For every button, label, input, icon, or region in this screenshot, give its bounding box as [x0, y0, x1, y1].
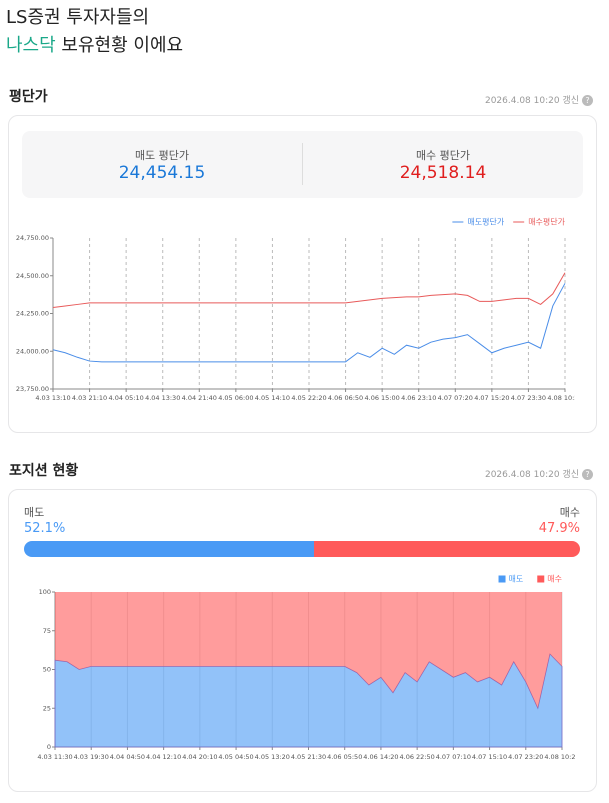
- x-tick-label: 4.05 13:20: [255, 753, 290, 761]
- sell-label: 매도 평단가: [134, 149, 190, 162]
- y-tick-label: 24,750.00: [16, 234, 49, 242]
- y-tick-label: 0: [47, 743, 51, 751]
- chart: 0 25 50 75 100 4.03 11:30 4.03 19:30 4.04 04:50…: [37, 575, 575, 762]
- help-icon[interactable]: ?: [582, 95, 593, 106]
- legend-label: 매수: [547, 575, 562, 584]
- position-bar: [24, 541, 580, 557]
- y-tick-label: 24,250.00: [16, 310, 49, 318]
- x-tick-label: 4.03 13:10: [35, 394, 70, 402]
- legend-marker: [498, 575, 506, 583]
- divider: [302, 143, 303, 185]
- x-tick-label: 4.04 12:10: [146, 753, 181, 761]
- x-tick-label: 4.06 14:20: [363, 753, 398, 761]
- sell-value: 24,454.15: [118, 163, 206, 183]
- section-title: 포지션 현황: [9, 463, 79, 479]
- x-tick-label: 4.04 04:50: [110, 753, 145, 761]
- legend-label: 매수평단가: [528, 217, 565, 227]
- help-icon[interactable]: ?: [582, 469, 593, 480]
- position-segment: [24, 541, 314, 557]
- buy-label: 매수 평단가: [415, 149, 471, 162]
- x-tick-label: 4.04 21:40: [182, 394, 217, 402]
- x-tick-label: 4.05 14:10: [255, 394, 290, 402]
- x-tick-label: 4.07 15:20: [474, 394, 509, 402]
- series-area: [55, 592, 562, 709]
- title-line: LS증권 투자자들의: [6, 7, 150, 28]
- x-tick-label: 4.07 15:10: [472, 753, 507, 761]
- chart: 23,750.00 24,000.00 24,250.00 24,500.00 24,7…: [16, 217, 575, 403]
- highlight: 나스닥: [6, 35, 56, 56]
- y-tick-label: 24,000.00: [16, 347, 49, 355]
- legend-label: 매도: [509, 575, 524, 584]
- x-tick-label: 4.03 11:30: [37, 753, 72, 761]
- x-tick-label: 4.06 15:00: [365, 394, 400, 402]
- title-rest: 보유현황 이에요: [61, 35, 184, 56]
- updated-text: 2026.4.08 10:20 갱신: [484, 96, 579, 106]
- x-tick-label: 4.07 07:10: [436, 753, 471, 761]
- updated-text: 2026.4.08 10:20 갱신: [484, 470, 579, 480]
- header: LS증권 투자자들의 나스닥 보유현황 이에요: [6, 4, 183, 60]
- stat-box: 매도 평단가 24,454.15 매수 평단가 24,518.14: [22, 131, 583, 198]
- buy-label: 매수: [559, 506, 580, 519]
- section-title: 평단가: [9, 89, 48, 105]
- legend-marker: [537, 575, 545, 583]
- x-tick-label: 4.08 10:20: [547, 394, 575, 402]
- x-tick-label: 4.07 23:30: [511, 394, 546, 402]
- x-tick-label: 4.05 04:50: [218, 753, 253, 761]
- x-tick-label: 4.04 20:10: [182, 753, 217, 761]
- y-tick-label: 24,500.00: [16, 272, 49, 280]
- legend-label: 매도평단가: [467, 217, 504, 227]
- y-tick-label: 25: [43, 704, 51, 712]
- updated: 2026.4.08 10:20 갱신?: [485, 467, 593, 480]
- sell-label: 매도: [24, 506, 45, 519]
- x-tick-label: 4.03 21:10: [72, 394, 107, 402]
- x-tick-label: 4.06 23:10: [401, 394, 436, 402]
- x-tick-label: 4.08 10:20: [544, 753, 575, 761]
- updated: 2026.4.08 10:20 갱신?: [485, 93, 593, 106]
- y-tick-label: 23,750.00: [16, 385, 49, 393]
- x-tick-label: 4.05 06:00: [218, 394, 253, 402]
- x-tick-label: 4.04 05:10: [109, 394, 144, 402]
- y-tick-label: 50: [43, 666, 51, 674]
- y-tick-label: 75: [43, 627, 51, 635]
- position-segment: [313, 541, 580, 557]
- series-line: [52, 272, 566, 308]
- y-tick-label: 100: [39, 588, 51, 596]
- avg-card: 매도 평단가 24,454.15 매수 평단가 24,518.14: [8, 115, 597, 433]
- x-tick-label: 4.05 22:20: [291, 394, 326, 402]
- sell-pct: 52.1%: [24, 521, 66, 536]
- x-tick-label: 4.03 19:30: [74, 753, 109, 761]
- x-tick-label: 4.07 07:20: [438, 394, 473, 402]
- x-tick-label: 4.04 13:30: [145, 394, 180, 402]
- buy-value: 24,518.14: [399, 163, 487, 183]
- x-tick-label: 4.06 06:50: [328, 394, 363, 402]
- series-area: [54, 653, 563, 748]
- title-line: 나스닥 보유현황 이에요: [6, 32, 183, 60]
- series-line: [52, 283, 566, 363]
- buy-pct: 47.9%: [538, 521, 580, 536]
- x-tick-label: 4.06 05:50: [327, 753, 362, 761]
- x-tick-label: 4.05 21:30: [291, 753, 326, 761]
- x-tick-label: 4.07 23:20: [508, 753, 543, 761]
- x-tick-label: 4.06 22:50: [400, 753, 435, 761]
